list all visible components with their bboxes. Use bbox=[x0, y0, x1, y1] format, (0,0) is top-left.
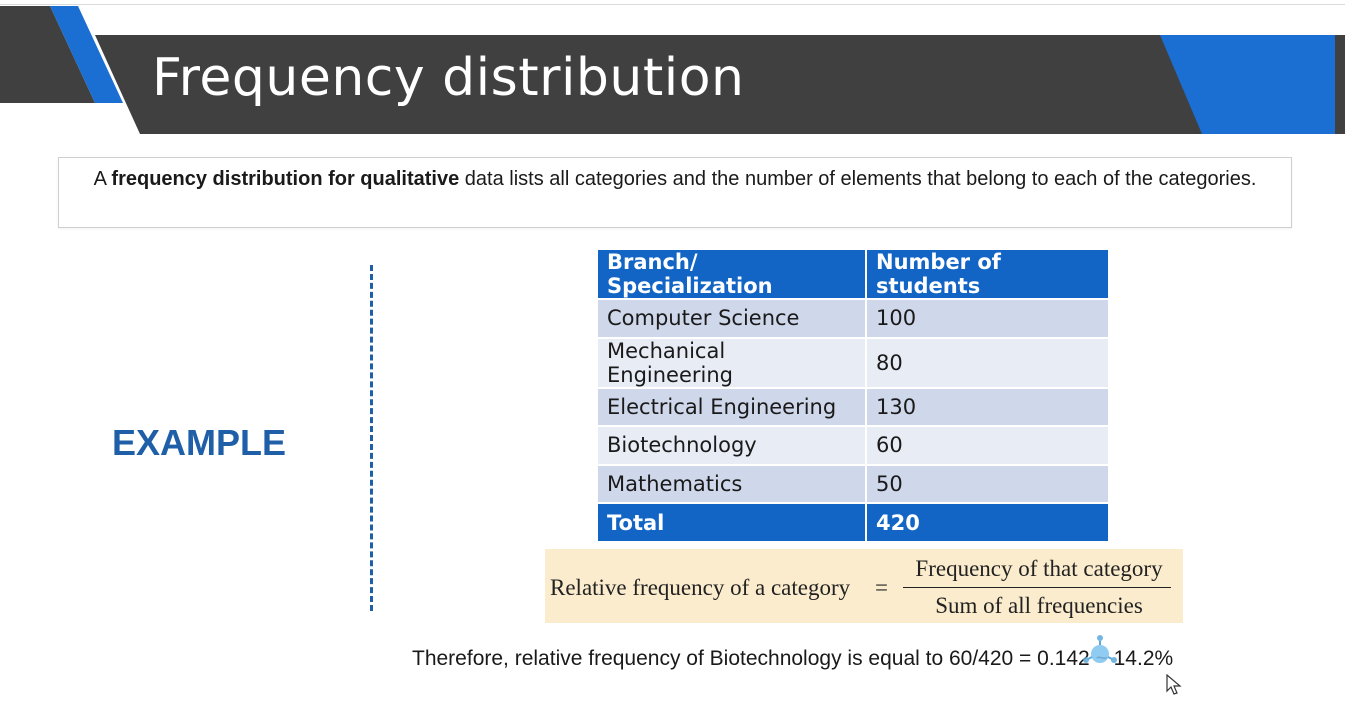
total-label: Total bbox=[598, 504, 865, 541]
header-count: Number of students bbox=[867, 250, 1108, 298]
logo-icon bbox=[1080, 632, 1120, 677]
branch-cell: Biotechnology bbox=[598, 427, 865, 464]
count-cell: 60 bbox=[867, 427, 1108, 464]
example-label: EXAMPLE bbox=[112, 422, 287, 463]
formula-denominator: Sum of all frequencies bbox=[935, 593, 1143, 618]
fraction-bar bbox=[903, 587, 1171, 588]
banner-graphic bbox=[0, 6, 1345, 134]
top-divider bbox=[0, 4, 1345, 5]
table-row: Computer Science 100 bbox=[598, 300, 1108, 337]
table-row: Electrical Engineering 130 bbox=[598, 388, 1108, 426]
branch-cell: Electrical Engineering bbox=[598, 388, 865, 426]
table-row: Biotechnology 60 bbox=[598, 427, 1108, 464]
table-row: Mathematics 50 bbox=[598, 465, 1108, 503]
formula-lhs: Relative frequency of a category bbox=[550, 575, 851, 600]
definition-prefix: A bbox=[93, 168, 112, 190]
table-total-row: Total 420 bbox=[598, 504, 1108, 541]
slide-title: Frequency distribution bbox=[152, 48, 745, 108]
header-branch: Branch/ Specialization bbox=[598, 250, 865, 298]
frequency-table: Branch/ Specialization Number of student… bbox=[596, 248, 1110, 543]
dashed-divider bbox=[370, 265, 373, 611]
table-row: Mechanical Engineering 80 bbox=[598, 338, 1108, 387]
definition-box: A frequency distribution for qualitative… bbox=[58, 157, 1292, 228]
cursor-icon bbox=[1166, 673, 1182, 701]
relative-frequency-formula: Relative frequency of a category = Frequ… bbox=[545, 549, 1183, 623]
conclusion-text: Therefore, relative frequency of Biotech… bbox=[412, 647, 1174, 670]
title-banner: Frequency distribution bbox=[0, 0, 1345, 140]
definition-bold: frequency distribution for qualitative bbox=[111, 168, 460, 190]
branch-cell: Mechanical Engineering bbox=[598, 338, 865, 387]
count-cell: 50 bbox=[867, 465, 1108, 503]
formula-equals: = bbox=[875, 575, 888, 600]
definition-suffix: data lists all categories and the number… bbox=[459, 168, 1257, 190]
table-header-row: Branch/ Specialization Number of student… bbox=[598, 250, 1108, 298]
formula-numerator: Frequency of that category bbox=[915, 556, 1163, 581]
branch-cell: Computer Science bbox=[598, 300, 865, 337]
branch-cell: Mathematics bbox=[598, 465, 865, 503]
total-value: 420 bbox=[867, 504, 1108, 541]
count-cell: 130 bbox=[867, 388, 1108, 426]
count-cell: 100 bbox=[867, 300, 1108, 337]
count-cell: 80 bbox=[867, 338, 1108, 387]
